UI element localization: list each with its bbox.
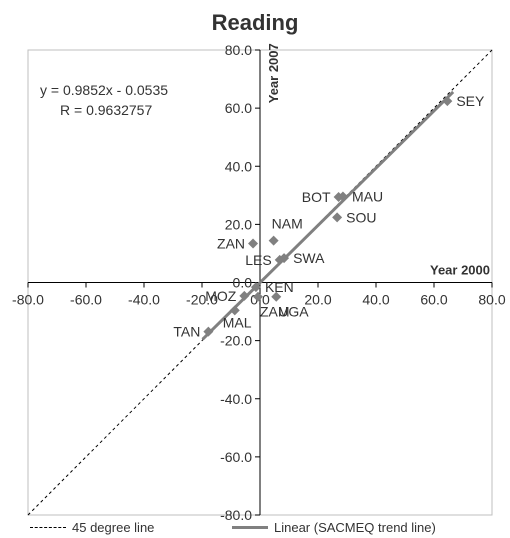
data-label-les: LES [245,252,271,268]
y-tick-label: 0.0 [233,275,253,291]
x-tick-label: 20.0 [304,292,331,308]
legend-label-trend: Linear (SACMEQ trend line) [274,520,436,535]
data-point-zam [252,291,263,302]
y-axis-title: Year 2007 [266,43,281,103]
data-label-bot: BOT [302,189,331,205]
y-tick-label: -20.0 [220,333,252,349]
data-label-zan: ZAN [217,236,245,252]
x-tick-label: -80.0 [12,292,44,308]
legend: 45 degree line Linear (SACMEQ trend line… [0,518,510,538]
data-label-sey: SEY [456,93,485,109]
legend-swatch-solid [232,526,268,529]
chart-title: Reading [211,10,299,35]
y-tick-label: 60.0 [225,100,252,116]
data-point-sou [332,212,343,223]
data-point-nam [268,235,279,246]
y-tick-label: -60.0 [220,449,252,465]
reference-line-45-degree [27,49,493,516]
data-label-uga: UGA [278,304,309,320]
data-label-zam: ZAM [260,304,290,320]
data-point-mal [229,305,240,316]
y-tick-label: -40.0 [220,391,252,407]
data-point-mau [337,191,348,202]
x-tick-label: 80.0 [478,292,505,308]
data-label-nam: NAM [272,216,303,232]
data-label-mau: MAU [352,188,383,204]
data-point-ken [250,282,261,293]
data-label-mal: MAL [223,314,252,330]
data-point-moz [239,290,250,301]
data-point-sey [442,96,453,107]
x-axis-title: Year 2000 [430,263,490,278]
y-tick-label: -80.0 [220,507,252,523]
data-point-les [274,254,285,265]
legend-label-45-degree: 45 degree line [72,520,155,535]
data-label-moz: MOZ [205,288,237,304]
regression-annotation: y = 0.9852x - 0.0535 R = 0.9632757 [40,80,168,120]
data-label-ken: KEN [265,279,294,295]
data-label-swa: SWA [293,250,325,266]
x-tick-label: -40.0 [128,292,160,308]
data-point-zan [248,238,259,249]
x-tick-label: 40.0 [362,292,389,308]
x-tick-label: -20.0 [186,292,218,308]
y-tick-label: 80.0 [225,42,252,58]
x-tick-label: -60.0 [70,292,102,308]
legend-item-45-degree: 45 degree line [30,520,154,535]
correlation-value: R = 0.9632757 [60,102,153,118]
data-point-tan [203,326,214,337]
legend-item-trend: Linear (SACMEQ trend line) [232,520,436,535]
x-tick-label: 60.0 [420,292,447,308]
y-tick-label: 40.0 [225,158,252,174]
data-point-uga [271,291,282,302]
regression-equation: y = 0.9852x - 0.0535 [40,82,169,98]
data-label-tan: TAN [173,324,200,340]
data-label-sou: SOU [346,209,376,225]
legend-swatch-dashed [30,527,66,528]
y-tick-label: 20.0 [225,216,252,232]
